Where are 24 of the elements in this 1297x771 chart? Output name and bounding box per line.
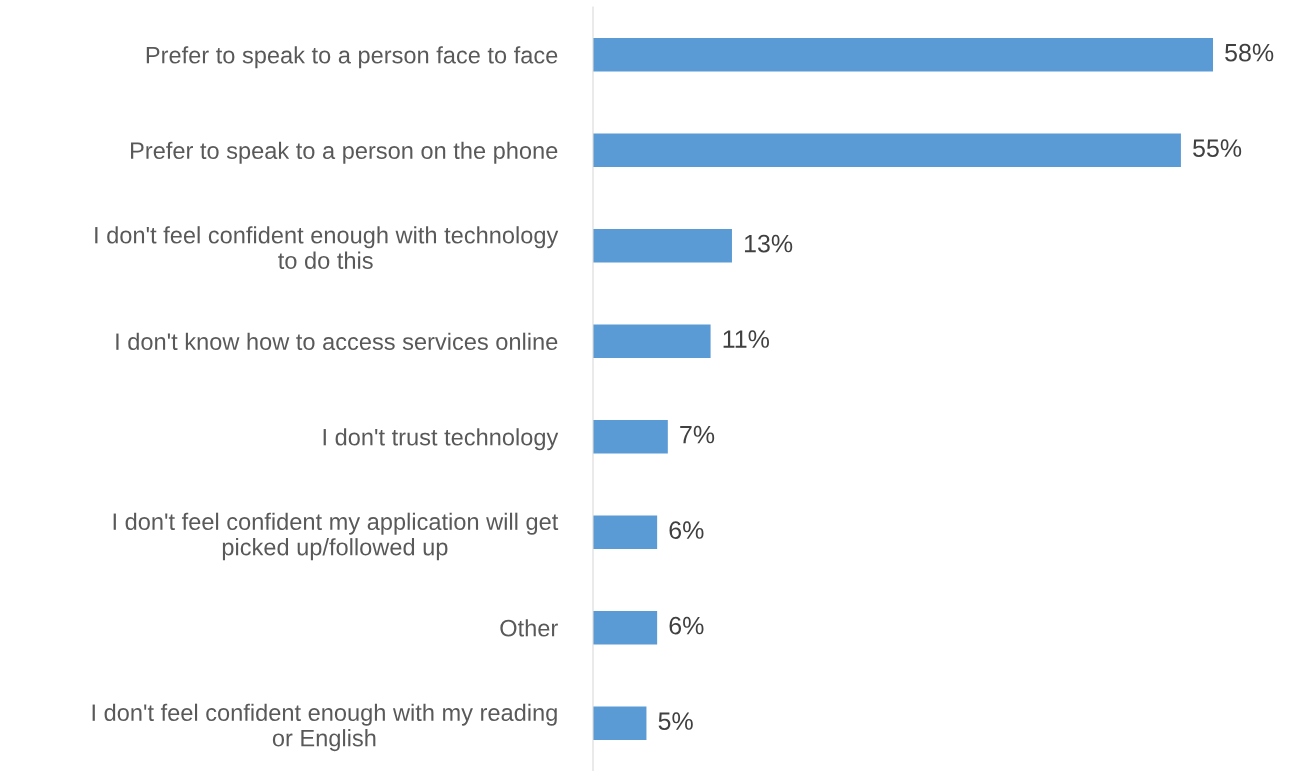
bar [593,229,732,263]
data-label: 7% [680,425,715,444]
bar [593,611,658,645]
bar [593,420,668,454]
y-tick-label: Prefer to speak to a person face to face [146,46,558,69]
y-tick-label: Other [500,619,558,637]
data-label: 6% [669,521,704,539]
bar [593,324,711,358]
bar [593,38,1213,72]
bar [593,133,1181,167]
y-tick-label: I don't know how to access services online [116,332,558,351]
data-label: 5% [658,712,693,730]
data-label: 58% [1225,43,1274,62]
y-tick-label: I don't feel confident my application will get picked up/followed up [113,512,559,561]
bar [593,515,658,549]
bar [593,706,647,740]
data-label: 6% [669,616,704,635]
y-tick-label: I don't trust technology [323,428,559,451]
data-label: 55% [1193,139,1242,157]
y-tick-label: I don't feel confident enough with technology to do this [95,226,559,269]
y-tick-label: I don't feel confident enough with my reading or English [92,703,557,752]
data-label: 13% [744,234,793,253]
y-tick-label: Prefer to speak to a person on the phone [131,141,558,164]
data-label: 11% [723,330,769,348]
